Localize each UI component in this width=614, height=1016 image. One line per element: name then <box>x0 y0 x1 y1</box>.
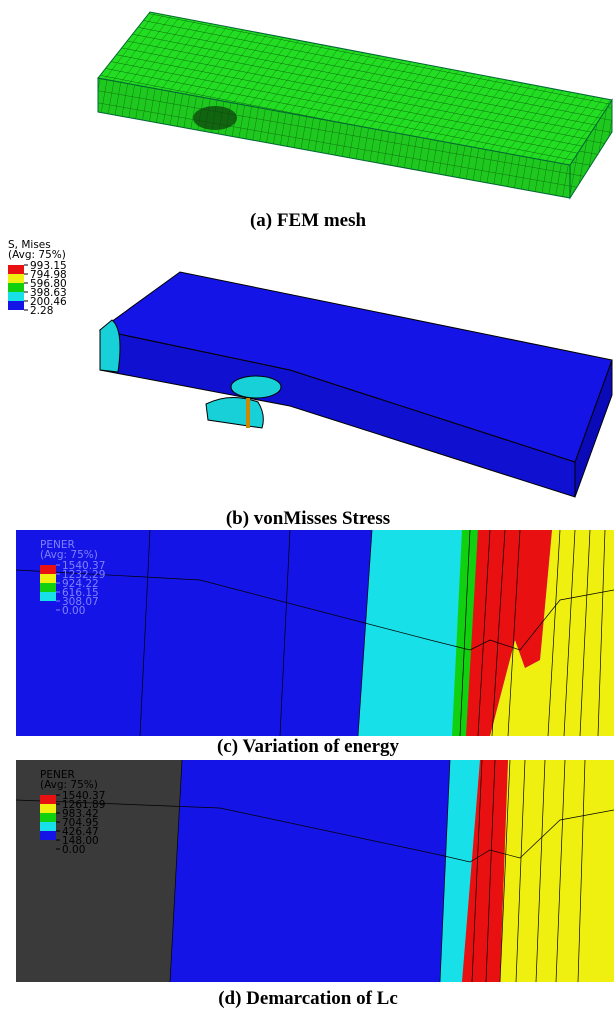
legend-value: 0.00 <box>62 605 85 617</box>
caption: (c) Variation of energy <box>217 736 400 757</box>
legend-swatch <box>40 822 56 831</box>
legend-swatch <box>40 840 56 849</box>
legend-swatch <box>8 265 24 274</box>
figure: (a) FEM mesh S, Mises(Avg: 75%)993.15794… <box>0 0 614 1016</box>
legend-swatch <box>8 274 24 283</box>
legend-value: 0.00 <box>62 844 85 856</box>
caption: (a) FEM mesh <box>250 210 367 231</box>
legend-swatch <box>40 795 56 804</box>
legend-swatch <box>40 601 56 610</box>
mesh-image <box>98 12 612 198</box>
caption: (b) vonMisses Stress <box>226 508 390 529</box>
legend-swatch <box>40 831 56 840</box>
legend-swatch <box>40 583 56 592</box>
demarcation-image <box>16 760 614 982</box>
legend-swatch <box>40 592 56 601</box>
legend-swatch <box>40 804 56 813</box>
caption: (d) Demarcation of Lc <box>218 988 398 1009</box>
legend-swatch <box>40 565 56 574</box>
legend-swatch <box>40 574 56 583</box>
energy-image <box>16 530 614 736</box>
legend-value: 2.28 <box>30 305 53 317</box>
legend-swatch <box>8 301 24 310</box>
legend-swatch <box>40 813 56 822</box>
stress-image <box>100 272 612 497</box>
legend-swatch <box>8 283 24 292</box>
legend-swatch <box>8 292 24 301</box>
